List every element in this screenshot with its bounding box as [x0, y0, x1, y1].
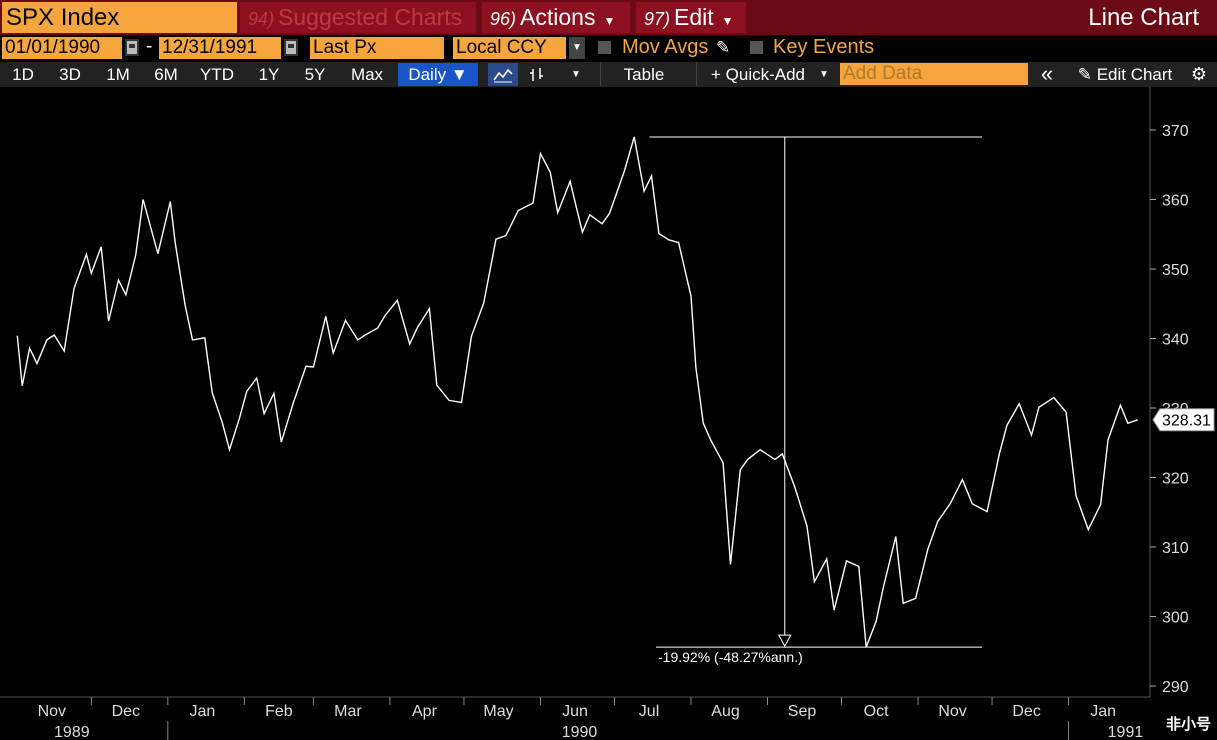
- y-tick-label: 340: [1162, 332, 1189, 349]
- menu-number: 94): [248, 9, 275, 29]
- ticker-field[interactable]: SPX Index: [2, 2, 237, 33]
- dropdown-arrow-icon[interactable]: ▼: [569, 37, 585, 59]
- line-chart-icon[interactable]: [488, 63, 518, 86]
- add-data-input[interactable]: Add Data: [840, 63, 1028, 85]
- date-range-dash: -: [146, 36, 153, 57]
- x-tick-label: Jan: [1090, 703, 1116, 720]
- range-1d-button[interactable]: 1D: [12, 65, 34, 84]
- settings-bar: 01/01/1990 - 12/31/1991 Last Px Local CC…: [0, 35, 1217, 61]
- x-tick-label: Dec: [1012, 703, 1040, 720]
- menu-label: Suggested Charts: [278, 4, 463, 30]
- toolbar: 1D 3D 1M 6M YTD 1Y 5Y Max Daily ▼ ▼ Tabl…: [0, 62, 1217, 87]
- y-tick-label: 310: [1162, 540, 1189, 557]
- menu-label: Actions: [520, 4, 596, 30]
- currency-select[interactable]: Local CCY: [453, 37, 566, 59]
- year-label: 1991: [1108, 724, 1144, 740]
- mov-avgs-label[interactable]: Mov Avgs: [622, 36, 709, 58]
- calendar-icon[interactable]: [284, 39, 298, 56]
- x-tick-label: Dec: [112, 703, 140, 720]
- range-ytd-button[interactable]: YTD: [200, 65, 234, 84]
- y-tick-label: 370: [1162, 123, 1189, 140]
- watermark-text: 非小号: [1165, 716, 1211, 733]
- x-tick-label: Nov: [938, 703, 966, 720]
- y-tick-label: 350: [1162, 262, 1189, 279]
- range-6m-button[interactable]: 6M: [154, 65, 178, 84]
- x-axis-band: [0, 697, 1217, 740]
- spx-price-line: [16, 136, 1138, 648]
- range-1m-button[interactable]: 1M: [106, 65, 130, 84]
- range-3d-button[interactable]: 3D: [59, 65, 81, 84]
- last-value-label: 328.31: [1162, 413, 1211, 430]
- range-max-button[interactable]: Max: [350, 65, 384, 84]
- x-tick-label: Aug: [711, 703, 739, 720]
- range-1y-button[interactable]: 1Y: [258, 65, 280, 84]
- chart-style-dropdown-icon[interactable]: ▼: [571, 69, 581, 80]
- menu-number: 97): [644, 9, 671, 29]
- drawdown-label: -19.92% (-48.27%ann.): [658, 649, 803, 665]
- x-tick-label: Jun: [562, 703, 588, 720]
- y-tick-label: 300: [1162, 610, 1189, 627]
- suggested-charts-menu[interactable]: 94) Suggested Charts: [240, 2, 476, 33]
- key-events-checkbox[interactable]: [750, 41, 763, 54]
- x-tick-label: Feb: [265, 703, 293, 720]
- year-label: 1990: [562, 724, 598, 740]
- last-value-tag: [1152, 408, 1215, 432]
- price-chart[interactable]: 290300310320330340350360370NovDecJanFebM…: [0, 87, 1217, 740]
- drawdown-arrow-icon: [777, 634, 792, 648]
- x-tick-label: May: [483, 703, 513, 720]
- mov-avgs-checkbox[interactable]: [598, 41, 611, 54]
- edit-menu[interactable]: 97) Edit ▼: [636, 2, 746, 33]
- x-tick-label: Apr: [412, 703, 438, 720]
- x-tick-label: Jan: [189, 703, 215, 720]
- quick-add-button[interactable]: + Quick-Add: [710, 65, 805, 84]
- caret-down-icon: ▼: [603, 14, 616, 28]
- x-tick-label: Oct: [864, 703, 889, 720]
- year-label: 1989: [54, 724, 90, 740]
- divider: [600, 63, 601, 86]
- collapse-icon[interactable]: «: [1040, 61, 1054, 86]
- key-events-label[interactable]: Key Events: [773, 36, 875, 58]
- chart-type-title: Line Chart: [1088, 4, 1199, 31]
- end-date-field[interactable]: 12/31/1991: [159, 37, 281, 59]
- pencil-icon[interactable]: ✎: [716, 38, 731, 57]
- price-field-select[interactable]: Last Px: [310, 37, 444, 59]
- caret-down-icon: ▼: [721, 14, 734, 28]
- quick-add-dropdown-icon[interactable]: ▼: [819, 69, 829, 80]
- x-tick-label: Nov: [38, 703, 66, 720]
- y-tick-label: 360: [1162, 193, 1189, 210]
- menu-label: Edit: [674, 4, 714, 30]
- frequency-select[interactable]: Daily ▼: [398, 63, 478, 86]
- x-tick-label: Sep: [788, 703, 817, 720]
- pencil-icon: ✎: [1077, 65, 1092, 84]
- y-tick-label: 320: [1162, 471, 1189, 488]
- edit-chart-button[interactable]: ✎ Edit Chart: [1066, 63, 1184, 86]
- bar-chart-icon[interactable]: [524, 63, 550, 86]
- x-tick-label: Mar: [334, 703, 362, 720]
- menu-number: 96): [490, 9, 517, 29]
- title-bar: SPX Index 94) Suggested Charts 96) Actions…: [0, 0, 1217, 35]
- x-tick-label: Jul: [639, 703, 659, 720]
- range-5y-button[interactable]: 5Y: [304, 65, 326, 84]
- start-date-field[interactable]: 01/01/1990: [2, 37, 122, 59]
- actions-menu[interactable]: 96) Actions ▼: [482, 2, 630, 33]
- divider: [696, 63, 697, 86]
- calendar-icon[interactable]: [125, 39, 139, 56]
- edit-chart-label: Edit Chart: [1096, 65, 1173, 84]
- table-button[interactable]: Table: [623, 65, 665, 84]
- gear-icon[interactable]: ⚙: [1190, 64, 1208, 84]
- y-tick-label: 290: [1162, 679, 1189, 696]
